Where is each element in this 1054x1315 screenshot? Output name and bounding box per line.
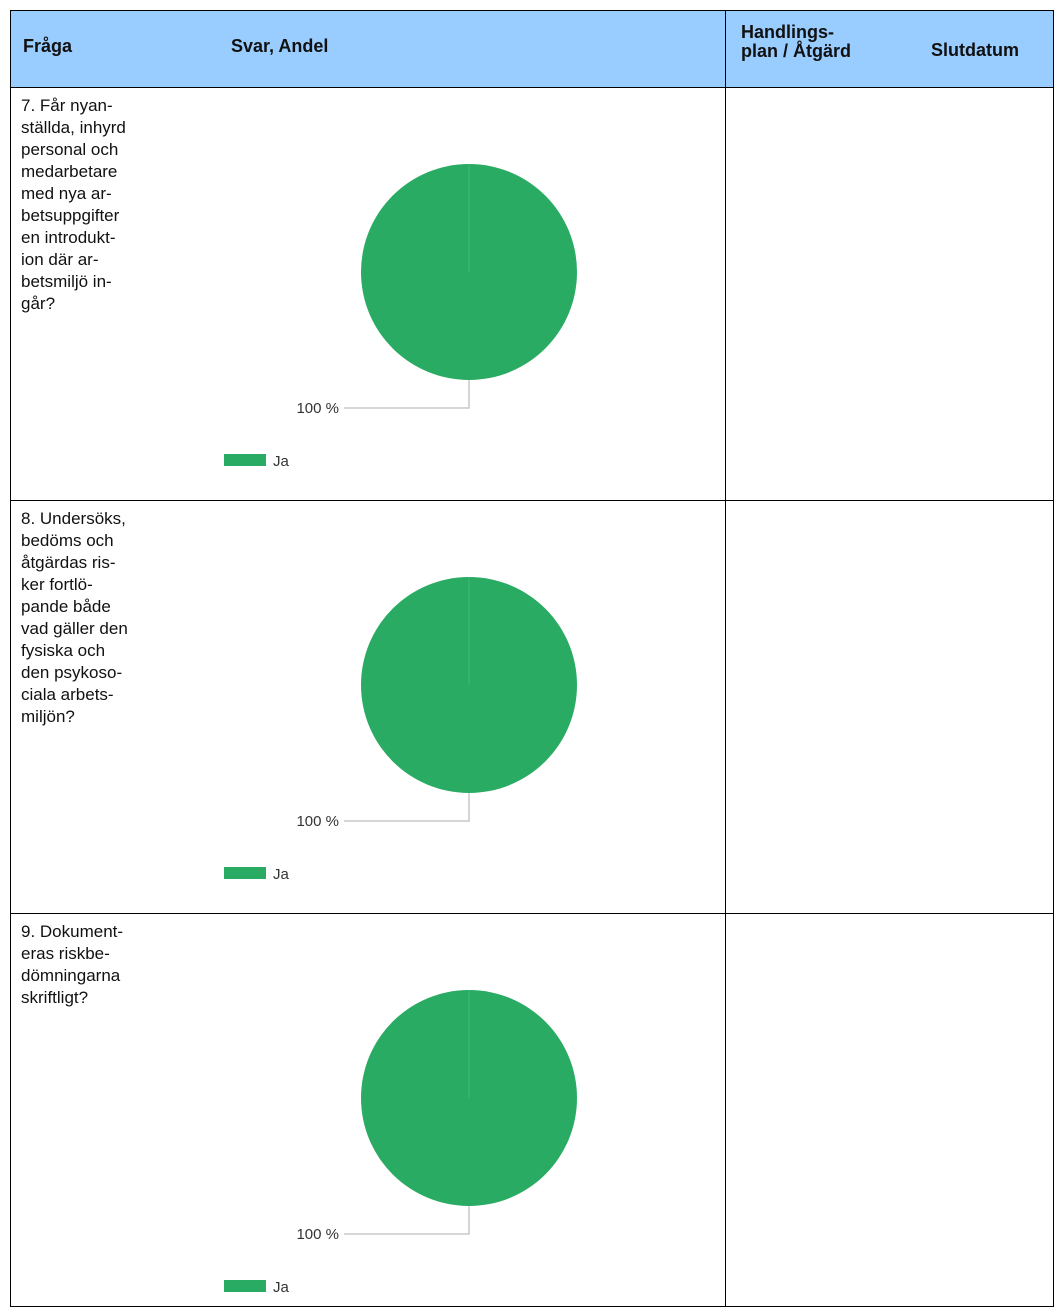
row-divider <box>11 500 1053 501</box>
header-end-date: Slutdatum <box>931 40 1019 60</box>
pie-chart: 100 % Ja <box>224 164 577 470</box>
data-label: 100 % <box>296 813 339 830</box>
pie-chart: 100 % Ja <box>224 990 577 1296</box>
survey-table: Fråga Svar, Andel Handlings- plan / Åtgä… <box>10 10 1054 1307</box>
header-answer: Svar, Andel <box>231 36 329 56</box>
legend-swatch <box>224 1280 266 1292</box>
leader-line <box>344 1206 470 1235</box>
header-action-plan: Handlings- plan / Åtgärd <box>741 22 852 61</box>
data-label: 100 % <box>296 1226 339 1243</box>
row-divider <box>11 913 1053 914</box>
pie-chart: 100 % Ja <box>224 577 577 883</box>
table-row: 8. Undersöks, bedöms och åtgärdas ris- k… <box>11 501 725 913</box>
question-text: 8. Undersöks, bedöms och åtgärdas ris- k… <box>21 509 128 726</box>
column-divider <box>725 11 726 1306</box>
legend-swatch <box>224 867 266 879</box>
legend-label: Ja <box>273 866 290 883</box>
data-label: 100 % <box>296 400 339 417</box>
question-text: 7. Får nyan- ställda, inhyrd personal oc… <box>21 96 126 313</box>
table-header: Fråga Svar, Andel Handlings- plan / Åtgä… <box>11 11 1053 88</box>
leader-line <box>344 380 470 409</box>
leader-line <box>344 793 470 822</box>
legend-swatch <box>224 454 266 466</box>
legend-label: Ja <box>273 453 290 470</box>
question-text: 9. Dokument- eras riskbe- dömningarna sk… <box>21 922 124 1007</box>
header-question: Fråga <box>23 36 73 56</box>
legend-label: Ja <box>273 1279 290 1296</box>
table-row: 7. Får nyan- ställda, inhyrd personal oc… <box>11 88 725 500</box>
table-row: 9. Dokument- eras riskbe- dömningarna sk… <box>11 914 725 1306</box>
